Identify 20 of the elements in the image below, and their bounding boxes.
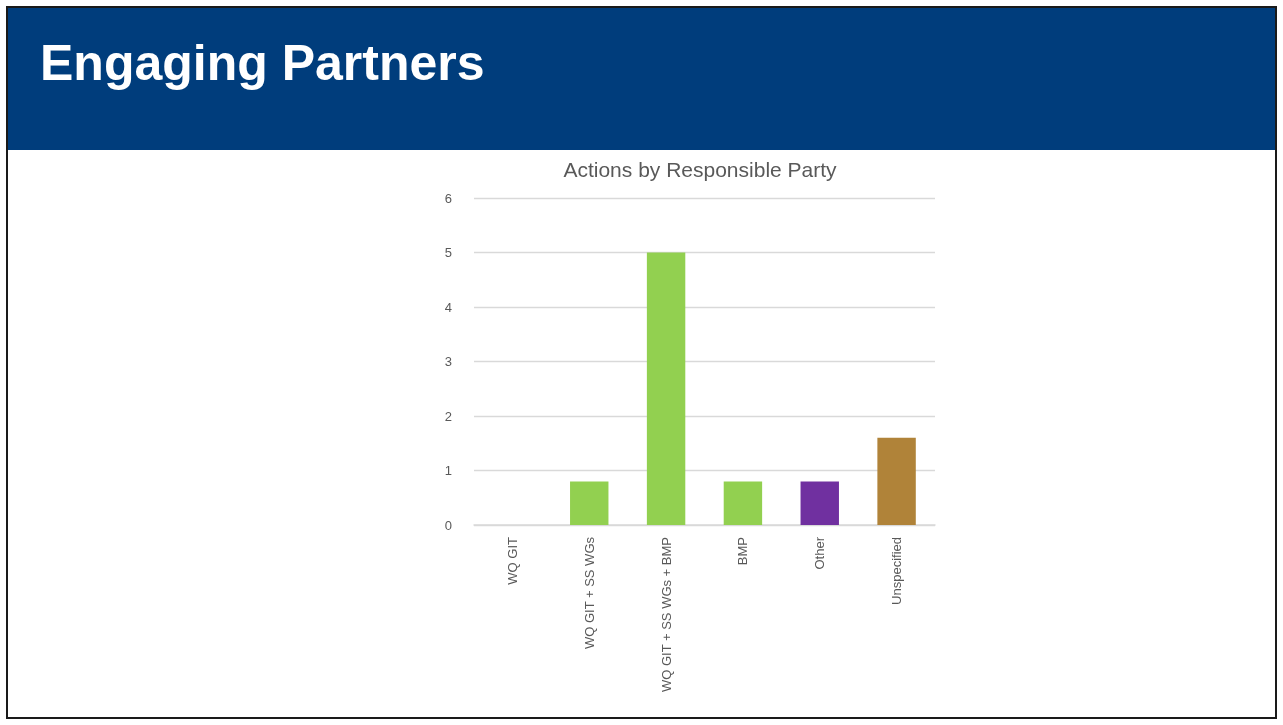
y-tick-label: 2 [444, 408, 452, 424]
x-tick-label: WQ GIT + SS WGs + BMP [658, 537, 674, 693]
x-tick-label: Unspecified [889, 537, 905, 605]
bar [723, 481, 763, 525]
y-tick-label: 4 [444, 299, 452, 315]
chart-subtitle: Actions by Responsible Party [563, 158, 838, 181]
x-tick-label: WQ GIT + SS WGs [581, 536, 597, 650]
bar [646, 252, 686, 525]
y-tick-label: 3 [444, 354, 452, 369]
bar [877, 437, 916, 525]
bar [800, 481, 839, 525]
chart-title: Engaging Partners [40, 34, 485, 92]
x-tick-label: WQ GIT [504, 536, 520, 585]
y-tick-label: 1 [444, 463, 452, 478]
bar [570, 481, 609, 525]
y-tick-label: 5 [444, 245, 452, 260]
y-tick-label: 6 [444, 190, 452, 206]
x-tick-label: BMP [735, 537, 751, 566]
x-tick-label: Other [812, 536, 828, 570]
y-tick-label: 0 [444, 517, 452, 533]
